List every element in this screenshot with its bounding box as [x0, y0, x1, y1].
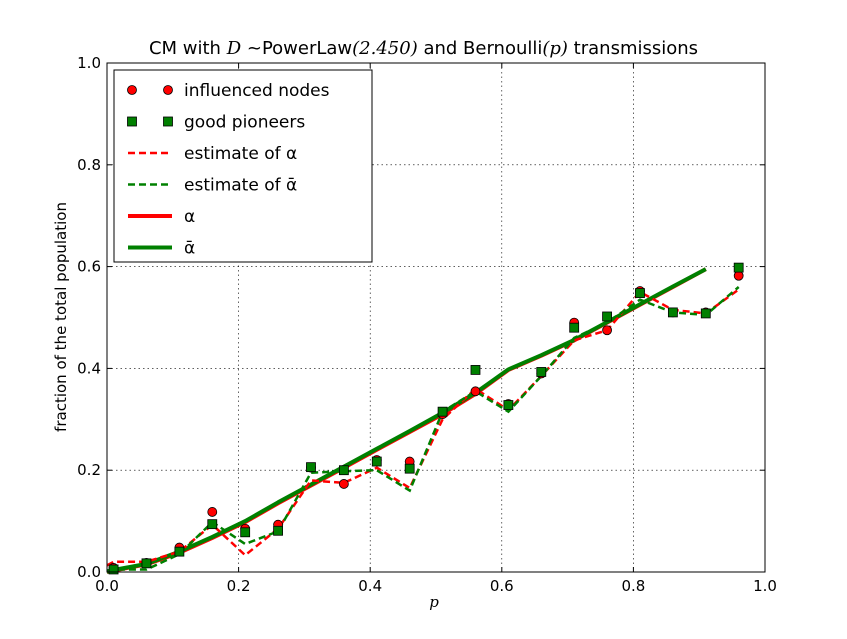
influenced-nodes-point	[733, 270, 744, 281]
good-pioneers-point	[602, 311, 612, 322]
plot-frame	[106, 62, 766, 573]
legend-marker-circle	[127, 85, 137, 95]
y-tick-label: 0.6	[77, 258, 101, 276]
x-tick-label: 1.0	[753, 577, 777, 595]
legend-label: estimate of α	[184, 144, 297, 164]
chart-title: CM with D ~PowerLaw(2.450) and Bernoulli…	[149, 38, 698, 59]
good-pioneers-point	[207, 519, 218, 530]
good-pioneers-point	[667, 307, 678, 318]
good-pioneers-point	[174, 546, 185, 557]
good-pioneers-point	[273, 525, 283, 536]
x-tick-label: 0.6	[490, 577, 514, 595]
x-tick-label: 0.8	[621, 577, 645, 595]
good-pioneers-point	[306, 462, 316, 473]
legend-label: ᾱ	[184, 239, 195, 259]
good-pioneers-point	[733, 262, 744, 273]
influenced-nodes-point	[338, 479, 349, 489]
good-pioneers-point	[536, 367, 547, 377]
good-pioneers-point	[437, 406, 448, 417]
influenced-nodes-point	[207, 507, 218, 517]
x-tick-label: 0.4	[358, 577, 382, 595]
good-pioneers-point	[404, 463, 415, 474]
influenced-nodes-point	[602, 325, 612, 336]
y-tick-label: 0.8	[77, 156, 101, 174]
axis-ticks: 0.0 0.2 0.4 0.6 0.8 1.0 0.0 0.2 0.4 0.6 0.8 1.0	[77, 54, 777, 595]
good-pioneers-point	[240, 527, 251, 538]
y-tick-label: 0.2	[77, 461, 101, 479]
series-estimate-line-3	[106, 286, 740, 572]
y-tick-label: 0.4	[77, 359, 101, 377]
legend-label: α	[184, 207, 195, 227]
good-pioneers-point	[470, 365, 481, 375]
legend-marker-circle	[163, 85, 173, 95]
good-pioneers-point	[569, 322, 580, 333]
good-pioneers-point	[700, 308, 711, 319]
legend-marker-square	[163, 116, 173, 127]
good-pioneers-point	[503, 400, 514, 410]
legend-box	[113, 69, 373, 263]
legend: influenced nodes good pioneers estimate of…	[113, 69, 373, 263]
plot-series	[106, 262, 744, 575]
influenced-nodes-point	[470, 386, 481, 397]
good-pioneers-point	[108, 564, 119, 575]
good-pioneers-point	[141, 558, 152, 569]
x-tick-label: 0.2	[227, 577, 251, 595]
good-pioneers-point	[338, 465, 349, 476]
y-axis-title: fraction of the total population	[52, 202, 70, 432]
y-tick-label: 1.0	[77, 54, 101, 72]
good-pioneers-point	[371, 456, 382, 467]
grid	[107, 63, 765, 572]
x-axis-title: p	[429, 593, 439, 611]
legend-label: influenced nodes	[184, 81, 330, 101]
legend-marker-square	[127, 116, 137, 127]
legend-label: estimate of ᾱ	[184, 176, 297, 196]
legend-label: good pioneers	[184, 113, 305, 133]
y-tick-label: 0.0	[77, 563, 101, 581]
good-pioneers-point	[635, 288, 645, 298]
x-tick-label: 0.0	[95, 577, 119, 595]
